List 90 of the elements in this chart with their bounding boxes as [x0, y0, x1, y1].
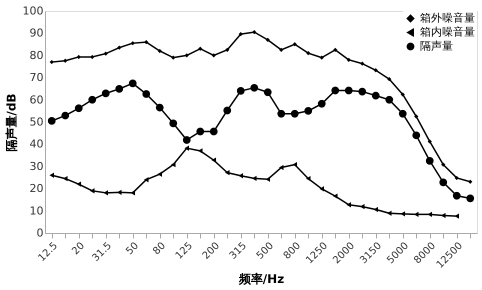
point [142, 90, 150, 98]
x-tick-label: 315 [228, 240, 250, 262]
point [439, 178, 448, 186]
x-tick-label: 200 [200, 240, 222, 262]
point [144, 177, 149, 182]
x-tick-label: 80 [151, 240, 168, 258]
x-tick-label: 125 [174, 240, 196, 262]
point [452, 192, 461, 200]
point [61, 112, 70, 120]
point [198, 46, 202, 51]
point [333, 48, 338, 52]
point [49, 172, 54, 178]
point [88, 96, 96, 104]
point [198, 148, 203, 154]
point [252, 176, 257, 182]
point [466, 194, 474, 202]
point [63, 58, 68, 63]
point [115, 85, 124, 93]
point [318, 100, 326, 108]
point [346, 202, 352, 208]
x-axis-title: 频率/Hz [238, 272, 284, 286]
point [266, 38, 270, 42]
point [117, 46, 122, 50]
y-tick-label: 90 [30, 26, 44, 40]
point [468, 180, 472, 184]
point [48, 117, 56, 125]
x-tick-label: 500 [254, 240, 276, 262]
x-tick-label: 20 [70, 240, 88, 258]
point [306, 176, 311, 182]
legend-label: 箱内噪音量 [420, 26, 475, 38]
point [385, 96, 394, 104]
point [182, 136, 191, 144]
x-tick-label: 50 [124, 240, 142, 258]
point [374, 68, 378, 72]
point [344, 86, 353, 94]
point [358, 88, 366, 96]
point [386, 210, 392, 216]
y-tick-label: 0 [36, 226, 44, 240]
point [169, 119, 178, 128]
point [278, 164, 284, 170]
y-tick-label: 100 [22, 4, 44, 18]
point [211, 158, 216, 163]
point [74, 104, 83, 112]
point [292, 42, 297, 46]
point [62, 176, 68, 182]
y-axis-title: 隔声量/dB [4, 93, 19, 152]
y-tick-label: 40 [30, 138, 44, 151]
point [156, 104, 164, 112]
point [184, 146, 190, 151]
point [306, 51, 310, 56]
point [250, 84, 258, 92]
point [236, 87, 245, 95]
point [290, 110, 299, 118]
point [103, 190, 108, 196]
point [223, 106, 232, 114]
point [102, 89, 110, 98]
point [225, 48, 230, 52]
point [346, 58, 351, 62]
point [373, 206, 378, 212]
point [128, 80, 137, 88]
point [387, 77, 392, 82]
point [412, 131, 420, 140]
y-tick-label: 50 [30, 116, 44, 128]
point [224, 170, 230, 176]
point [210, 128, 218, 136]
point [331, 86, 340, 94]
point [279, 48, 284, 52]
point [277, 110, 286, 118]
y-tick-label: 20 [30, 182, 44, 196]
point [76, 182, 82, 187]
point [90, 188, 95, 194]
point [264, 88, 272, 96]
point [372, 92, 380, 100]
y-tick-label: 80 [30, 48, 44, 62]
point [196, 128, 204, 136]
point [130, 41, 135, 46]
point [157, 172, 162, 177]
point [332, 194, 338, 199]
point [398, 110, 407, 118]
y-tick-label: 10 [30, 204, 44, 218]
legend-label: 箱外噪音量 [420, 12, 475, 24]
point [319, 186, 324, 192]
point [426, 156, 434, 165]
y-tick-label: 30 [30, 160, 44, 173]
y-tick-label: 60 [30, 93, 44, 106]
legend-label: 隔声量 [420, 40, 453, 52]
point [304, 107, 312, 115]
point [292, 162, 298, 168]
y-tick-label: 70 [30, 71, 44, 84]
x-tick-label: 800 [282, 240, 304, 262]
